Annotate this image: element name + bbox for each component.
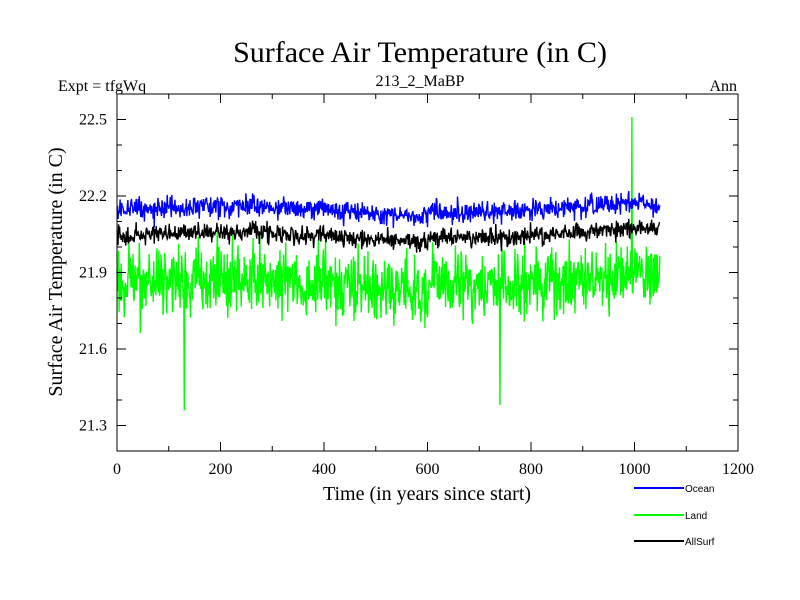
x-tick-label: 200	[209, 461, 233, 478]
x-tick-label: 400	[312, 461, 336, 478]
chart-title: Surface Air Temperature (in C)	[233, 36, 607, 69]
series-layer	[116, 116, 661, 411]
y-tick-label: 21.3	[79, 418, 107, 435]
x-tick-label: 0	[113, 461, 121, 478]
y-tick-label: 21.6	[79, 341, 107, 358]
series-line-ocean	[116, 191, 661, 229]
y-tick-label: 22.5	[79, 112, 107, 129]
y-axis: 21.3 21.6 21.9 22.2 22.5	[79, 93, 738, 452]
x-tick-label: 1000	[619, 461, 651, 478]
legend: Ocean Land AllSurf	[634, 484, 715, 548]
y-tick-label: 22.2	[79, 188, 107, 205]
legend-label-ocean: Ocean	[685, 484, 714, 495]
chart-subtitle-center: 213_2_MaBP	[376, 73, 465, 90]
x-axis: 0 200 400 600 800 1000 1200	[113, 94, 754, 478]
series-line-land	[116, 116, 661, 411]
x-tick-label: 1200	[722, 461, 754, 478]
legend-label-land: Land	[685, 511, 707, 522]
x-tick-label: 600	[416, 461, 440, 478]
x-tick-label: 800	[519, 461, 543, 478]
x-axis-label: Time (in years since start)	[323, 483, 531, 505]
series-line-allsurf	[116, 218, 661, 253]
chart-subtitle-right: Ann	[709, 78, 737, 95]
legend-label-allsurf: AllSurf	[685, 537, 715, 548]
y-axis-label: Surface Air Temperature (in C)	[45, 147, 67, 396]
y-tick-label: 21.9	[79, 265, 107, 282]
chart-subtitle-left: Expt = tfgWq	[58, 78, 146, 95]
